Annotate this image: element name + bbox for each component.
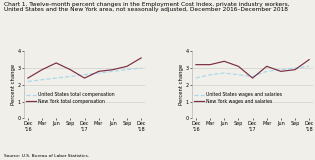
Text: Chart 1. Twelve-month percent changes in the Employment Cost Index, private indu: Chart 1. Twelve-month percent changes in… bbox=[4, 2, 289, 12]
Legend: United States wages and salaries, New York wages and salaries: United States wages and salaries, New Yo… bbox=[194, 92, 282, 104]
Text: Source: U.S. Bureau of Labor Statistics.: Source: U.S. Bureau of Labor Statistics. bbox=[4, 154, 89, 158]
Y-axis label: Percent change: Percent change bbox=[179, 64, 184, 105]
Y-axis label: Percent change: Percent change bbox=[11, 64, 16, 105]
Legend: United States total compensation, New York total compensation: United States total compensation, New Yo… bbox=[26, 92, 114, 104]
